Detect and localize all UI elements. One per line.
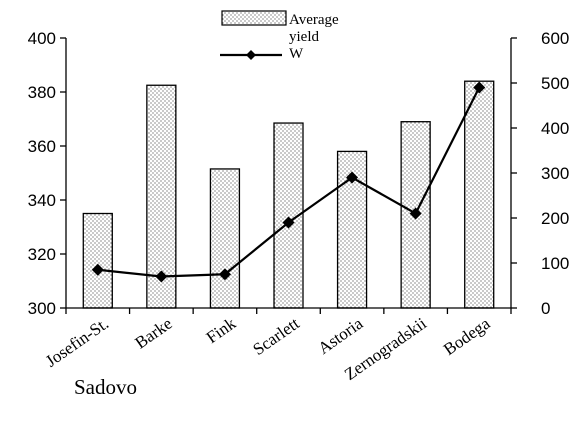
x-tick-label: Scarlett: [249, 314, 303, 360]
legend-swatch-marker: [246, 50, 256, 60]
line-layer: [91, 81, 486, 283]
left-tick-label: 300: [28, 299, 56, 318]
bar-bodega: [464, 80, 495, 309]
bars-layer: [82, 80, 495, 309]
x-tick-label: Barke: [132, 314, 176, 353]
point-w-zernogradskii: [409, 207, 422, 220]
right-tick-label: 600: [541, 29, 569, 48]
point-w-astoria: [346, 171, 359, 184]
bar-fink: [209, 168, 241, 309]
right-tick-label: 100: [541, 254, 569, 273]
bar-josefin-st-: [82, 212, 113, 309]
right-tick-label: 0: [541, 299, 550, 318]
left-tick-label: 320: [28, 245, 56, 264]
left-tick-label: 400: [28, 29, 56, 48]
legend-label-bar: Average yield: [289, 12, 339, 45]
point-w-scarlett: [282, 216, 295, 229]
legend-swatch-bar: [221, 10, 287, 26]
left-tick-label: 340: [28, 191, 56, 210]
left-tick-label: 380: [28, 83, 56, 102]
x-tick-label: Astoria: [314, 313, 366, 358]
x-tick-label: Fink: [203, 313, 240, 347]
x-tick-label: Josefin-St.: [42, 314, 112, 371]
point-w-bodega: [473, 81, 486, 94]
point-w-fink: [218, 268, 231, 281]
legend-label-line: W: [289, 46, 304, 62]
right-tick-label: 200: [541, 209, 569, 228]
right-tick-label: 400: [541, 119, 569, 138]
left-tick-label: 360: [28, 137, 56, 156]
chart-caption: Sadovo: [74, 375, 137, 399]
point-w-josefin-st-: [91, 263, 104, 276]
right-tick-label: 500: [541, 74, 569, 93]
point-w-barke: [155, 270, 168, 283]
right-tick-label: 300: [541, 164, 569, 183]
x-tick-label: Bodega: [440, 313, 494, 359]
